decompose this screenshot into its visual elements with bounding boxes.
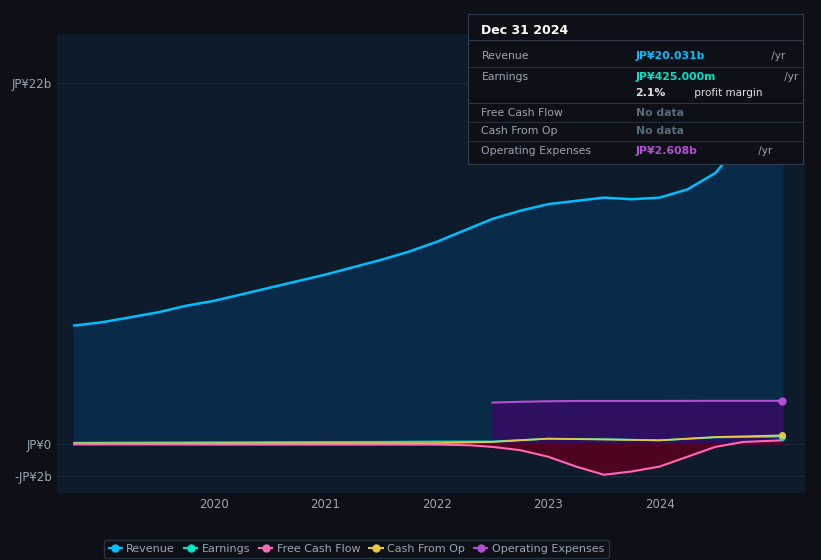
Text: /yr: /yr <box>781 72 798 82</box>
Text: Revenue: Revenue <box>481 51 529 61</box>
Text: Free Cash Flow: Free Cash Flow <box>481 108 563 118</box>
Legend: Revenue, Earnings, Free Cash Flow, Cash From Op, Operating Expenses: Revenue, Earnings, Free Cash Flow, Cash … <box>104 539 608 558</box>
Text: JP¥2.608b: JP¥2.608b <box>635 146 697 156</box>
Text: profit margin: profit margin <box>691 88 763 99</box>
Text: 2.1%: 2.1% <box>635 88 666 99</box>
Text: /yr: /yr <box>755 146 773 156</box>
Text: Operating Expenses: Operating Expenses <box>481 146 591 156</box>
Text: JP¥425.000m: JP¥425.000m <box>635 72 716 82</box>
Text: Earnings: Earnings <box>481 72 529 82</box>
Text: No data: No data <box>635 108 684 118</box>
Text: JP¥20.031b: JP¥20.031b <box>635 51 705 61</box>
Text: Cash From Op: Cash From Op <box>481 126 558 136</box>
Text: Dec 31 2024: Dec 31 2024 <box>481 25 569 38</box>
Text: /yr: /yr <box>768 51 785 61</box>
Text: No data: No data <box>635 126 684 136</box>
